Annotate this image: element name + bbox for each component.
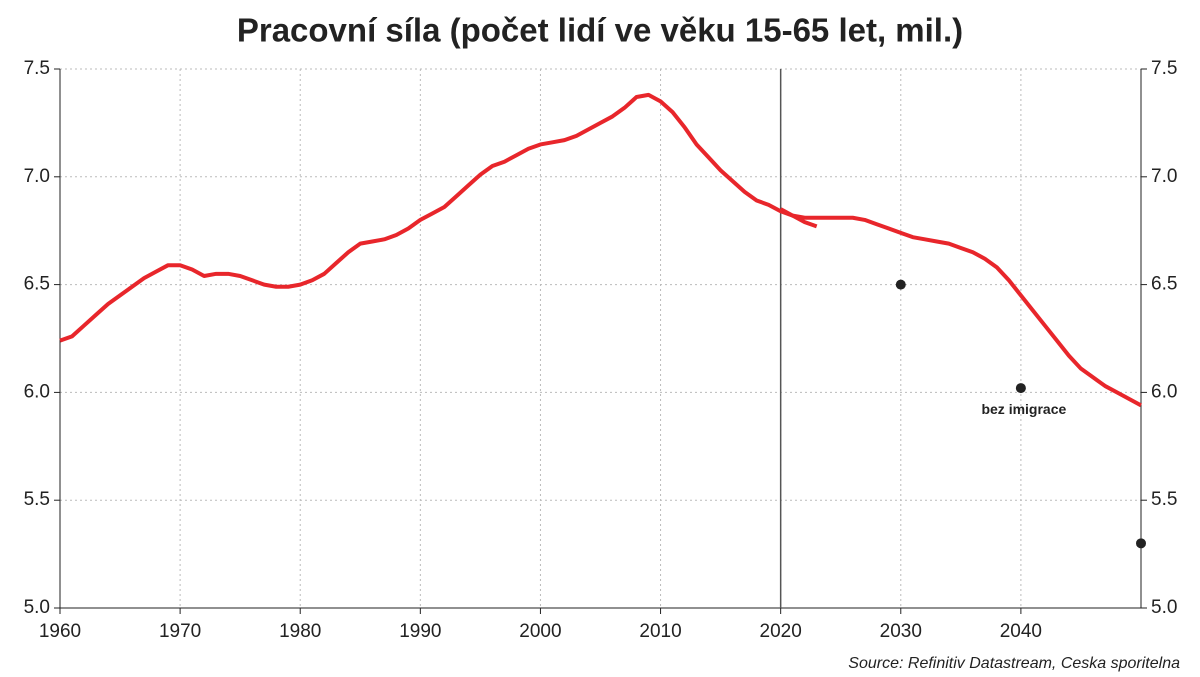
x-tick-label: 2000 bbox=[519, 621, 561, 642]
y-tick-label: 6.5 bbox=[24, 274, 50, 295]
y2-tick-label: 6.5 bbox=[1151, 274, 1177, 295]
point bbox=[1015, 383, 1026, 394]
x-tick-label: 1960 bbox=[39, 621, 81, 642]
x-tick-label: 2040 bbox=[1000, 621, 1042, 642]
x-tick-label: 2030 bbox=[880, 621, 922, 642]
y2-tick-label: 6.0 bbox=[1151, 381, 1177, 402]
chart-title: Pracovní síla (počet lidí ve věku 15-65 … bbox=[237, 12, 963, 49]
y-tick-label: 7.5 bbox=[24, 58, 50, 79]
y2-tick-label: 5.5 bbox=[1151, 489, 1177, 510]
x-tick-label: 1970 bbox=[159, 621, 201, 642]
x-tick-label: 2010 bbox=[639, 621, 681, 642]
line bbox=[59, 92, 818, 343]
y-tick-label: 7.0 bbox=[24, 166, 50, 187]
y-tick-label: 6.0 bbox=[24, 381, 50, 402]
x-tick-label: 2020 bbox=[760, 621, 802, 642]
y2-tick-label: 5.0 bbox=[1151, 597, 1177, 618]
y2-tick-label: 7.5 bbox=[1151, 58, 1177, 79]
x-tick-label: 1990 bbox=[399, 621, 441, 642]
source: Source: Refinitiv Datastream, Ceska spor… bbox=[848, 655, 1180, 672]
point bbox=[1136, 538, 1146, 549]
y-tick-label: 5.5 bbox=[24, 489, 50, 510]
annotation: bez imigrace bbox=[981, 401, 1066, 417]
line bbox=[779, 207, 1142, 408]
x-tick-label: 1980 bbox=[279, 621, 321, 642]
point bbox=[895, 279, 906, 290]
y-tick-label: 5.0 bbox=[24, 597, 50, 618]
y2-tick-label: 7.0 bbox=[1151, 166, 1177, 187]
